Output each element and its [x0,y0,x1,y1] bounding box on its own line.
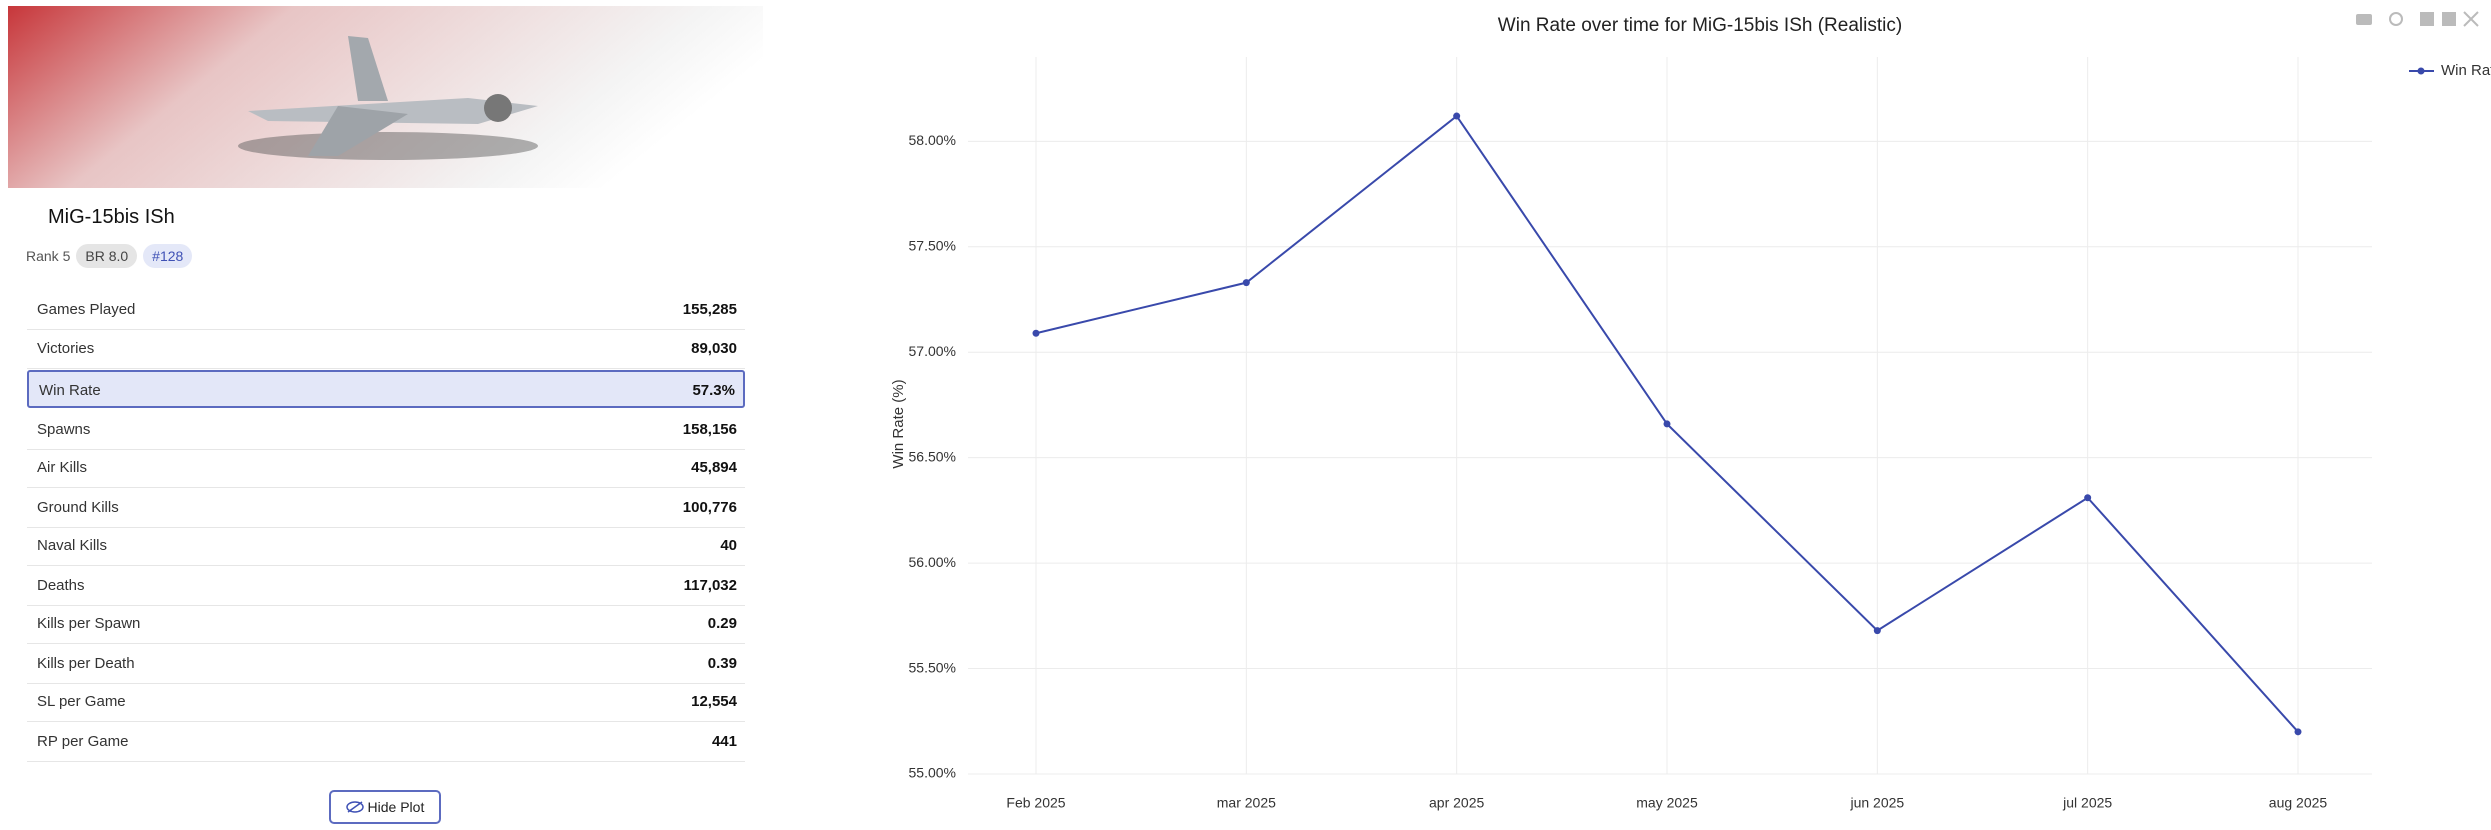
stat-value: 117,032 [683,577,737,594]
y-tick-label: 56.00% [909,554,956,570]
stat-label: Kills per Spawn [37,615,141,632]
stat-row: Win Rate 57.3% [27,370,745,408]
y-tick-label: 57.00% [909,343,956,359]
data-point [1663,420,1671,428]
rank: Rank 5 [26,248,71,264]
stat-value: 89,030 [691,340,737,357]
y-tick-label: 57.50% [909,237,956,253]
data-point [2084,494,2092,502]
id-badge: #128 [143,244,193,268]
zoom-in-icon[interactable] [2420,12,2434,26]
stat-row: Ground Kills 100,776 [27,489,745,528]
data-point [1453,112,1461,120]
stat-row: Naval Kills 40 [27,527,745,566]
x-tick-label: mar 2025 [1217,795,1276,811]
x-tick-label: jun 2025 [1849,795,1904,811]
hide-plot-button[interactable]: Hide Plot [329,790,441,824]
stat-row: Air Kills 45,894 [27,449,745,488]
br-badge: BR 8.0 [76,244,138,268]
y-tick-label: 55.00% [909,765,956,781]
stat-row: SL per Game 12,554 [27,683,745,722]
camera-icon[interactable] [2356,14,2372,25]
legend-label: Win Rate [2441,62,2491,79]
reset-icon[interactable] [2463,11,2479,27]
stat-label: Deaths [37,577,85,594]
stat-row: Deaths 117,032 [27,567,745,606]
vehicle-panel: MiG-15bis ISh Rank 5 BR 8.0 #128 Games Pla… [8,6,763,830]
stat-row: Games Played 155,285 [27,291,745,330]
data-point [1242,279,1250,287]
stat-value: 12,554 [691,693,737,710]
x-tick-label: Feb 2025 [1006,795,1065,811]
stat-value: 0.29 [707,615,737,632]
y-tick-label: 55.50% [909,659,956,675]
stat-row: Kills per Death 0.39 [27,645,745,684]
zoom-icon[interactable] [2389,12,2403,26]
stat-label: SL per Game [37,693,126,710]
vehicle-tags: Rank 5 BR 8.0 #128 [26,244,193,268]
button-label: Hide Plot [367,799,425,815]
x-tick-label: jul 2025 [2062,795,2112,811]
stat-value: 40 [720,537,737,554]
vehicle-name: MiG-15bis ISh [48,206,175,228]
data-point [1032,329,1040,337]
eye-off-icon [345,801,364,813]
stat-label: Naval Kills [37,537,108,554]
toolbar [2356,11,2479,27]
stat-row: Victories 89,030 [27,330,745,369]
stat-value: 0.39 [707,655,737,672]
stat-label: Air Kills [37,459,88,476]
data-point [1873,627,1881,635]
stat-row: Spawns 158,156 [27,411,745,450]
stat-label: Games Played [37,301,136,318]
y-tick-label: 58.00% [909,132,956,148]
stat-value: 57.3% [692,382,735,399]
x-tick-label: may 2025 [1636,795,1698,811]
y-axis-label: Win Rate (%) [890,379,907,468]
stat-label: Spawns [37,421,91,438]
stat-value: 441 [711,733,737,750]
x-tick-label: apr 2025 [1429,795,1484,811]
stat-value: 155,285 [682,301,737,318]
stat-value: 45,894 [691,459,737,476]
stat-label: Victories [37,340,95,357]
data-point [2294,728,2302,736]
stat-label: Ground Kills [37,499,119,516]
stat-row: Kills per Spawn 0.29 [27,605,745,644]
vehicle-image [8,6,763,188]
stat-value: 100,776 [682,499,737,516]
y-tick-label: 56.50% [909,448,956,464]
stat-row: RP per Game 441 [27,723,745,762]
legend-marker [2417,67,2425,75]
stat-label: Kills per Death [37,655,135,672]
stat-label: Win Rate [39,382,101,399]
stat-label: RP per Game [37,733,129,750]
stat-value: 158,156 [682,421,737,438]
chart-title: Win Rate over time for MiG-15bis ISh (Re… [1498,15,1902,36]
x-tick-label: aug 2025 [2269,795,2328,811]
zoom-out-icon[interactable] [2442,12,2456,26]
